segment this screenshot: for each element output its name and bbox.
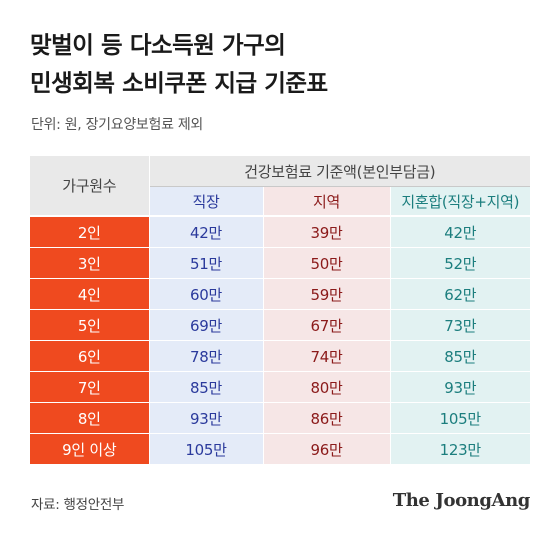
table-row: 9인 이상 105만 96만 123만 (30, 433, 530, 464)
title-line-2: 민생회복 소비쿠폰 지급 기준표 (30, 69, 328, 97)
mixed-cell: 62만 (389, 278, 530, 310)
header-regional: 지역 (262, 186, 390, 216)
table-row: 5인 69만 67만 73만 (30, 309, 530, 341)
workplace-cell: 85만 (148, 371, 263, 403)
household-cell: 6인 (30, 340, 149, 372)
header-household-size: 가구원수 (30, 156, 149, 217)
source-note: 자료: 행정안전부 (31, 497, 125, 513)
household-cell: 5인 (30, 309, 149, 341)
table-row: 4인 60만 59만 62만 (30, 278, 530, 310)
regional-cell: 39만 (262, 215, 390, 248)
household-cell: 7인 (30, 371, 149, 403)
workplace-cell: 93만 (148, 402, 263, 434)
workplace-cell: 51만 (148, 247, 263, 279)
header-workplace: 직장 (148, 186, 263, 216)
table-row: 6인 78만 74만 85만 (30, 340, 530, 372)
regional-cell: 50만 (262, 247, 390, 279)
household-cell: 4인 (30, 278, 149, 310)
header-insurance-group: 건강보험료 기준액(본인부담금) (148, 156, 530, 187)
regional-cell: 74만 (262, 340, 390, 372)
table-row: 3인 51만 50만 52만 (30, 247, 530, 279)
table-row: 8인 93만 86만 105만 (30, 402, 530, 434)
mixed-cell: 73만 (389, 309, 530, 341)
mixed-cell: 105만 (389, 402, 530, 434)
workplace-cell: 105만 (148, 433, 263, 464)
regional-cell: 59만 (262, 278, 390, 310)
voucher-criteria-table: 가구원수 건강보험료 기준액(본인부담금) 직장 지역 지혼합(직장+지역) 2… (30, 156, 530, 464)
mixed-cell: 85만 (389, 340, 530, 372)
mixed-cell: 42만 (389, 215, 530, 248)
household-cell: 9인 이상 (30, 433, 149, 464)
regional-cell: 86만 (262, 402, 390, 434)
table-row: 7인 85만 80만 93만 (30, 371, 530, 403)
mixed-cell: 52만 (389, 247, 530, 279)
title-line-1: 맞벌이 등 다소득원 가구의 (30, 31, 286, 59)
mixed-cell: 93만 (389, 371, 530, 403)
regional-cell: 80만 (262, 371, 390, 403)
mixed-cell: 123만 (389, 433, 530, 464)
workplace-cell: 78만 (148, 340, 263, 372)
table-row: 2인 42만 39만 42만 (30, 215, 530, 248)
workplace-cell: 60만 (148, 278, 263, 310)
household-cell: 8인 (30, 402, 149, 434)
household-cell: 3인 (30, 247, 149, 279)
regional-cell: 67만 (262, 309, 390, 341)
header-mixed: 지혼합(직장+지역) (389, 186, 530, 216)
regional-cell: 96만 (262, 433, 390, 464)
workplace-cell: 69만 (148, 309, 263, 341)
page-title: 맞벌이 등 다소득원 가구의 민생회복 소비쿠폰 지급 기준표 (30, 26, 540, 102)
household-cell: 2인 (30, 215, 149, 248)
workplace-cell: 42만 (148, 215, 263, 248)
publisher-logo: The JoongAng (392, 490, 531, 511)
unit-note: 단위: 원, 장기요양보험료 제외 (31, 117, 203, 133)
